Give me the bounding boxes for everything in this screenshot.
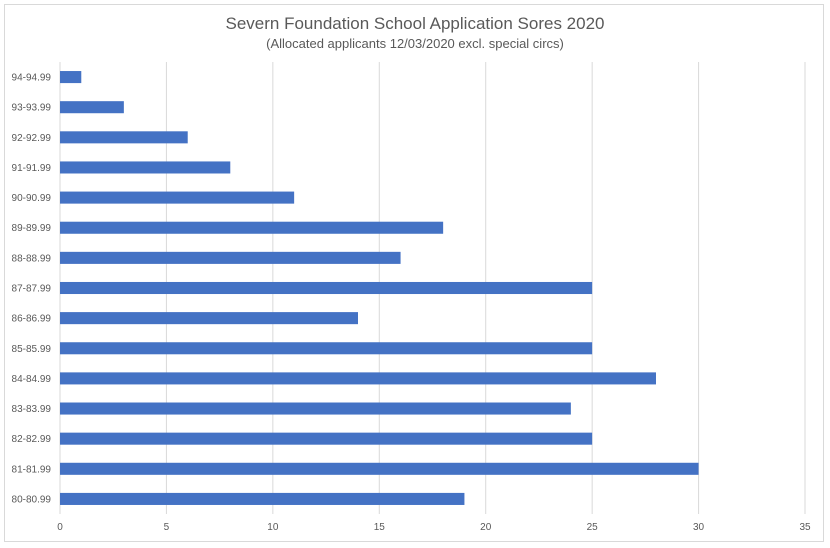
x-tick-label: 10 [267,522,279,533]
x-tick-label: 15 [374,522,386,533]
bar [60,492,465,505]
bar [60,131,188,144]
category-label: 85-85.99 [12,344,52,355]
category-label: 81-81.99 [12,464,52,475]
bars [60,71,699,505]
x-tick-label: 5 [164,522,170,533]
bar [60,101,124,114]
bar [60,71,82,84]
chart-subtitle: (Allocated applicants 12/03/2020 excl. s… [266,36,564,51]
category-label: 82-82.99 [12,434,52,445]
x-tick-label: 0 [57,522,63,533]
category-label: 91-91.99 [12,163,52,174]
bar [60,221,444,234]
bar [60,191,295,204]
x-tick-label: 25 [587,522,599,533]
bar [60,251,401,264]
category-label: 89-89.99 [12,223,52,234]
category-label: 90-90.99 [12,193,52,204]
chart-frame [4,4,824,542]
category-label: 86-86.99 [12,314,52,325]
bar [60,161,231,174]
category-label: 80-80.99 [12,494,52,505]
category-label: 88-88.99 [12,253,52,264]
bar [60,462,699,475]
x-tick-label: 20 [480,522,492,533]
category-label: 84-84.99 [12,374,52,385]
category-label: 92-92.99 [12,133,52,144]
x-tick-labels: 0 5 10 15 20 25 30 35 [57,522,811,533]
category-label: 83-83.99 [12,404,52,415]
category-labels: 94-94.99 93-93.99 92-92.99 91-91.99 90-90.99… [12,73,52,506]
chart-title: Severn Foundation School Application Sor… [225,14,605,33]
bar [60,402,571,415]
x-tick-label: 30 [693,522,705,533]
category-label: 87-87.99 [12,284,52,295]
bar [60,372,656,385]
x-tick-label: 35 [799,522,811,533]
bar [60,281,593,295]
bar [60,432,593,445]
bar [60,342,593,355]
bar [60,312,358,325]
category-label: 94-94.99 [12,73,52,84]
category-label: 93-93.99 [12,103,52,114]
